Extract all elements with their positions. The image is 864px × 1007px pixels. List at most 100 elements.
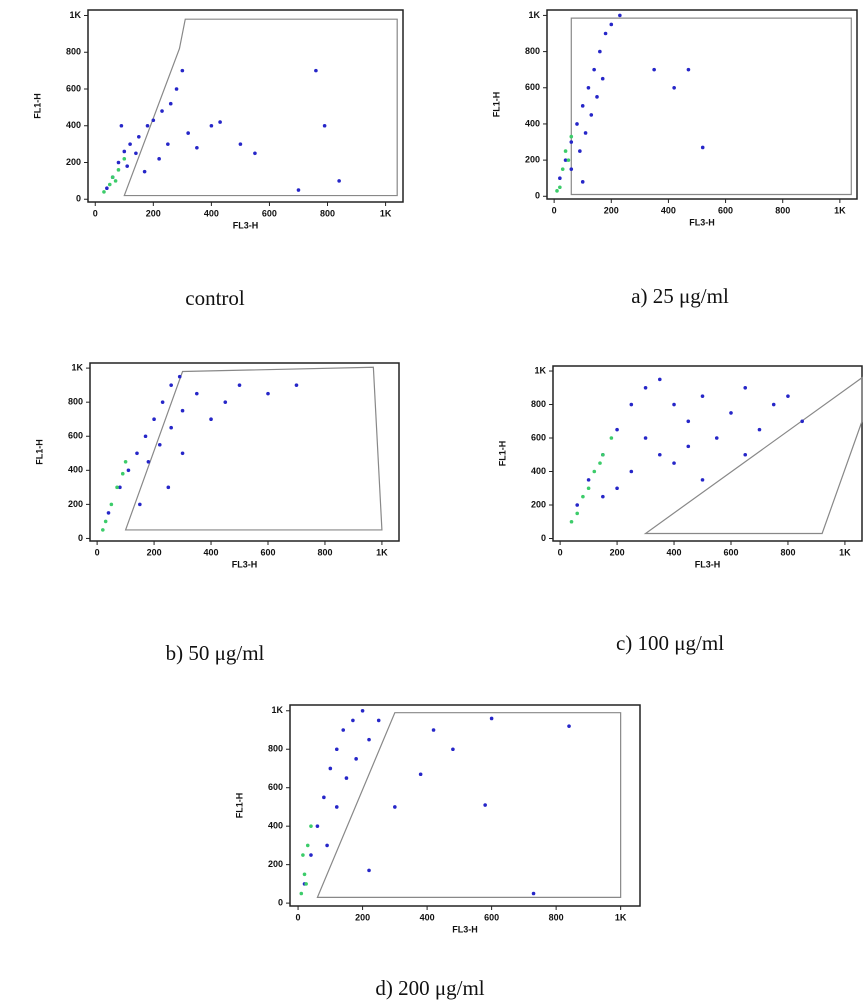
point (102, 190, 106, 194)
point (609, 22, 614, 27)
point (116, 160, 121, 165)
point (569, 519, 574, 524)
point (586, 478, 591, 482)
point (592, 67, 596, 72)
x-tick-label: 800 (549, 912, 564, 922)
caption: b) 50 μg/ml (166, 641, 265, 665)
point (600, 76, 605, 81)
y-tick-label: 0 (535, 191, 540, 201)
point (341, 728, 346, 732)
gate (123, 18, 398, 197)
plot-frame (289, 704, 641, 907)
point (393, 805, 397, 809)
y-tick-label: 800 (268, 744, 283, 754)
y-tick-label: 0 (278, 897, 283, 907)
point (367, 868, 371, 873)
point (119, 123, 124, 128)
y-tick-label: 600 (531, 432, 546, 442)
point (107, 182, 112, 187)
point (101, 528, 105, 532)
y-tick-label: 200 (268, 859, 283, 869)
y-tick-label: 800 (531, 399, 546, 409)
point (569, 140, 574, 144)
point (325, 843, 329, 848)
point (309, 824, 313, 828)
point (558, 185, 562, 190)
point (672, 402, 676, 407)
x-tick-label: 800 (780, 547, 795, 557)
point (629, 402, 634, 407)
plot-frame (552, 365, 863, 542)
point (344, 776, 349, 780)
point (137, 134, 141, 139)
point (598, 49, 602, 54)
point (209, 123, 214, 128)
point (643, 385, 648, 390)
x-tick-label: 0 (95, 547, 100, 557)
point (618, 13, 622, 18)
y-tick-label: 200 (68, 499, 83, 509)
x-tick-label: 200 (146, 208, 161, 218)
point (800, 419, 804, 424)
x-tick-label: 1K (376, 547, 388, 557)
point (615, 486, 619, 491)
point (305, 843, 310, 848)
point (266, 391, 270, 396)
y-tick-label: 600 (525, 82, 540, 92)
point (123, 459, 128, 464)
point (195, 145, 199, 150)
x-tick-label: 400 (667, 547, 682, 557)
point (586, 486, 591, 491)
x-tick-label: 600 (718, 205, 733, 215)
point (575, 511, 580, 516)
point (489, 716, 494, 721)
point (334, 747, 339, 752)
point (451, 747, 455, 752)
point (113, 179, 118, 183)
y-tick-label: 400 (525, 118, 540, 128)
y-tick-label: 1K (528, 10, 540, 20)
point (566, 158, 571, 162)
point (560, 167, 565, 171)
y-tick-label: 1K (534, 365, 546, 375)
x-tick-label: 400 (420, 912, 435, 922)
point (299, 891, 304, 896)
point (431, 728, 436, 732)
x-tick-label: 200 (604, 205, 619, 215)
point (138, 502, 142, 507)
point (103, 519, 108, 524)
point (592, 469, 597, 474)
point (237, 383, 242, 387)
point (109, 502, 114, 507)
x-tick-label: 600 (262, 208, 277, 218)
point (151, 118, 156, 123)
x-tick-label: 600 (484, 912, 499, 922)
point (586, 85, 591, 90)
y-axis-label: FL1-H (32, 93, 42, 119)
point (743, 452, 748, 457)
point (166, 142, 170, 146)
point (743, 385, 748, 390)
point (578, 149, 582, 153)
point (771, 402, 776, 407)
x-tick-label: 800 (317, 547, 332, 557)
point (700, 478, 705, 482)
point (157, 442, 162, 447)
point (700, 145, 705, 150)
point (322, 123, 327, 128)
point (180, 68, 185, 73)
point (309, 853, 313, 857)
point (337, 179, 341, 183)
y-tick-label: 1K (271, 705, 283, 715)
point (580, 180, 585, 184)
point (657, 452, 662, 457)
point (223, 400, 228, 404)
point (729, 411, 733, 415)
point (180, 451, 185, 456)
point (105, 186, 109, 191)
x-tick-label: 0 (296, 912, 301, 922)
point (115, 485, 119, 490)
point (194, 391, 199, 396)
y-tick-label: 600 (268, 782, 283, 792)
